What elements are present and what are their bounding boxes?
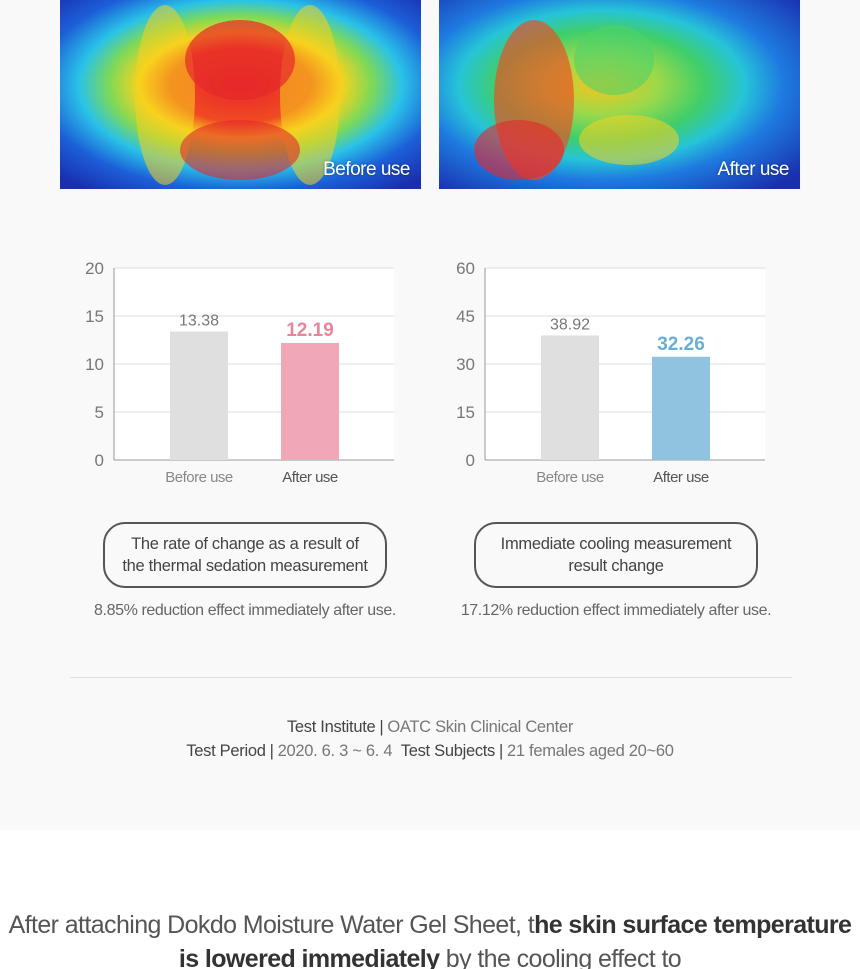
thermal-face-before-image: [60, 0, 421, 189]
y-tick-label: 20: [85, 259, 104, 278]
test-period-line: Test Period | 2020. 6. 3 ~ 6. 4 Test Subje…: [0, 742, 860, 761]
y-tick-label: 0: [95, 451, 104, 470]
x-tick-label: After use: [653, 469, 709, 486]
headline-text: After attaching Dokdo Moisture Water Gel…: [0, 908, 860, 969]
separator: |: [499, 742, 504, 760]
section-divider: [70, 677, 792, 678]
thermal-sedation-caption: The rate of change as a result of the th…: [122, 535, 368, 575]
bar-before-use: [541, 335, 599, 460]
headline-part1: After attaching Dokdo Moisture Water Gel…: [8, 911, 535, 939]
thermal-sedation-caption-box: The rate of change as a result of the th…: [103, 522, 387, 588]
test-institute-key: Test Institute: [286, 718, 376, 736]
test-period-value: 2020. 6. 3 ~ 6. 4: [277, 742, 393, 760]
data-label: 38.92: [550, 316, 590, 333]
y-tick-label: 15: [456, 403, 475, 422]
test-subjects-key: Test Subjects: [400, 742, 496, 760]
y-tick-label: 10: [85, 355, 104, 374]
thermal-sedation-result: 8.85% reduction effect immediately after…: [94, 602, 396, 619]
cooling-measurement-result: 17.12% reduction effect immediately afte…: [460, 602, 772, 619]
data-label: 13.38: [179, 313, 219, 330]
y-tick-label: 30: [456, 355, 475, 374]
test-institute-value: OATC Skin Clinical Center: [387, 718, 574, 736]
headline-part2: by the cooling effect to: [439, 945, 682, 969]
thermal-image-before: Before use: [60, 0, 421, 189]
test-period-key: Test Period: [186, 742, 266, 760]
x-tick-label: Before use: [165, 469, 233, 486]
cooling-measurement-bar-chart: 0 15 30 45 60 38.92 Before use 32.26 After use: [456, 259, 765, 486]
thermal-image-after: After use: [439, 0, 800, 189]
data-label: 32.26: [657, 334, 705, 355]
after-use-caption: After use: [717, 159, 789, 180]
bar-after-use: [652, 356, 710, 460]
test-institute-line: Test Institute | OATC Skin Clinical Center: [0, 718, 860, 737]
cooling-measurement-caption: Immediate cooling measurement result cha…: [500, 535, 732, 575]
y-tick-label: 15: [85, 307, 104, 326]
x-tick-label: After use: [282, 469, 338, 486]
y-tick-label: 5: [95, 403, 104, 422]
y-tick-label: 0: [466, 451, 475, 470]
before-use-caption: Before use: [323, 159, 410, 180]
description-section: [0, 830, 860, 969]
separator: |: [269, 742, 274, 760]
cooling-measurement-caption-box: Immediate cooling measurement result cha…: [474, 522, 758, 588]
separator: |: [379, 718, 384, 736]
test-subjects-value: 21 females aged 20~60: [507, 742, 674, 760]
thermal-face-after-image: [439, 0, 800, 189]
y-tick-label: 45: [456, 307, 475, 326]
x-tick-label: Before use: [536, 469, 604, 486]
data-label: 12.19: [286, 320, 334, 341]
thermal-sedation-bar-chart: 0 5 10 15 20 13.38 Before use 12.19 After use: [85, 259, 394, 486]
bar-after-use: [281, 342, 339, 460]
headline-bold1: he skin surface temperature is lowered i…: [178, 911, 852, 969]
bar-before-use: [170, 331, 228, 460]
y-tick-label: 60: [456, 259, 475, 278]
